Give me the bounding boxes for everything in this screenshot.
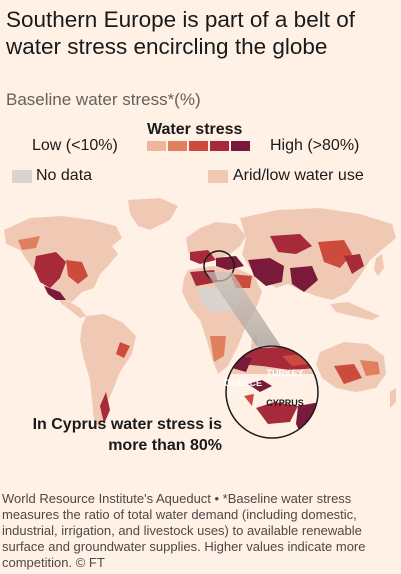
legend-color-scale: [147, 141, 250, 151]
legend-scale-step-2: [168, 141, 187, 151]
map-subtitle: Baseline water stress*(%): [6, 90, 201, 109]
world-water-stress-map: TURKEY GREECE CYPRUS: [4, 198, 396, 439]
japan-shape: [374, 254, 384, 276]
zoom-funnel: [206, 272, 282, 348]
southeast-asia-shape: [330, 302, 380, 320]
legend-high-label: High (>80%): [270, 137, 360, 154]
new-zealand-shape: [390, 388, 396, 408]
high-stress-areas: [18, 234, 380, 424]
asia-shape: [240, 208, 396, 300]
source-footnote: World Resource Institute's Aqueduct • *B…: [2, 491, 366, 570]
arid-swatch: [208, 170, 228, 183]
legend-scale-step-4: [210, 141, 229, 151]
legend-scale-step-3: [189, 141, 208, 151]
cyprus-zoom-inset: TURKEY GREECE CYPRUS: [224, 345, 319, 439]
cyprus-callout: In Cyprus water stress is more than 80%: [32, 416, 222, 454]
no-data-label: No data: [36, 167, 93, 184]
south-america-shape: [80, 314, 136, 428]
legend-scale-step-1: [147, 141, 166, 151]
page-title: Southern Europe is part of a belt of wat…: [6, 7, 355, 59]
zoom-label-greece: GREECE: [224, 378, 262, 388]
arid-label: Arid/low water use: [233, 167, 364, 184]
legend-scale-step-5: [231, 141, 250, 151]
no-data-swatch: [12, 170, 32, 183]
legend-low-label: Low (<10%): [32, 137, 118, 154]
legend-title: Water stress: [147, 121, 243, 138]
zoom-label-turkey: TURKEY: [266, 368, 303, 378]
zoom-label-cyprus: CYPRUS: [266, 398, 304, 408]
greenland-shape: [128, 198, 178, 230]
central-america-shape: [58, 298, 86, 318]
